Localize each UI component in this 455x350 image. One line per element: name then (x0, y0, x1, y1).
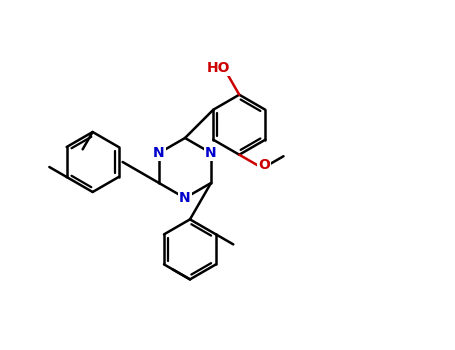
Text: O: O (258, 158, 270, 172)
Text: N: N (153, 146, 165, 160)
Text: HO: HO (207, 61, 231, 75)
Text: N: N (179, 191, 191, 205)
Text: N: N (205, 146, 217, 160)
